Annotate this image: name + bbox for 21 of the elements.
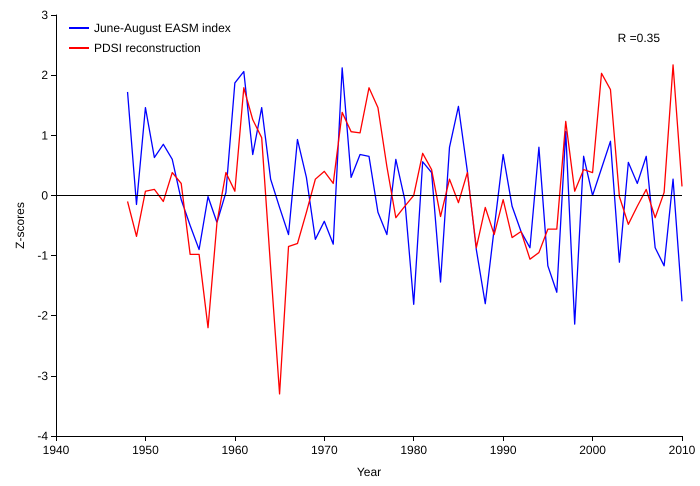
y-tick-label: -1 <box>37 248 48 263</box>
y-axis-title: Z-scores <box>13 202 27 249</box>
y-tick-label: -4 <box>37 429 48 443</box>
y-tick-label: -2 <box>37 308 48 323</box>
x-tick-label: 1940 <box>42 443 70 457</box>
x-tick-label: 1970 <box>310 443 338 457</box>
y-tick-label: 1 <box>41 128 48 142</box>
y-tick-label: 3 <box>41 8 48 22</box>
y-tick-label: 0 <box>41 188 48 202</box>
x-tick-label: 2010 <box>668 443 696 457</box>
x-tick-label: 1990 <box>490 443 517 457</box>
legend-label: June-August EASM index <box>94 21 231 35</box>
x-tick-label: 2000 <box>579 443 606 457</box>
annotation: R =0.35 <box>618 31 660 45</box>
legend-label: PDSI reconstruction <box>94 41 201 55</box>
y-tick-label: -3 <box>37 368 48 383</box>
x-tick-label: 1960 <box>222 443 249 457</box>
x-tick-label: 1980 <box>400 443 428 457</box>
x-axis-title: Year <box>356 465 382 479</box>
x-tick-label: 1950 <box>132 443 160 457</box>
y-tick-label: 2 <box>41 68 48 82</box>
